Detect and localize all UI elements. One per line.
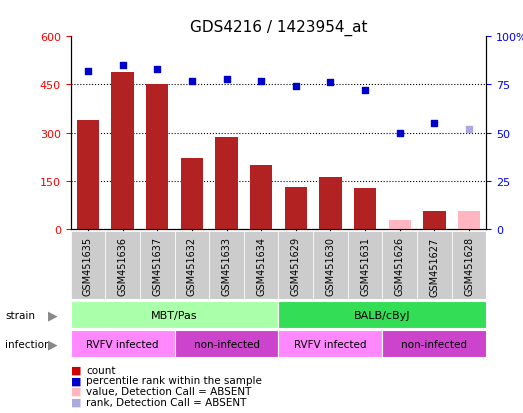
Text: ■: ■ — [71, 397, 81, 407]
Point — [292, 84, 300, 90]
Text: value, Detection Call = ABSENT: value, Detection Call = ABSENT — [86, 386, 252, 396]
Bar — [111, 72, 134, 229]
Text: ▶: ▶ — [48, 337, 58, 350]
Text: GSM451631: GSM451631 — [360, 237, 370, 296]
Bar — [71, 231, 105, 299]
Bar — [278, 330, 382, 357]
Point — [222, 76, 231, 83]
Text: percentile rank within the sample: percentile rank within the sample — [86, 375, 262, 385]
Bar — [285, 188, 307, 229]
Bar — [180, 159, 203, 229]
Text: count: count — [86, 365, 116, 375]
Bar — [348, 231, 382, 299]
Bar — [458, 211, 480, 229]
Bar — [175, 330, 278, 357]
Text: GSM451628: GSM451628 — [464, 237, 474, 296]
Text: ■: ■ — [71, 375, 81, 385]
Bar — [71, 330, 175, 357]
Bar — [175, 231, 209, 299]
Bar — [389, 220, 411, 229]
Text: ■: ■ — [71, 365, 81, 375]
Text: GSM451629: GSM451629 — [291, 237, 301, 296]
Bar — [105, 231, 140, 299]
Point — [326, 80, 335, 87]
Text: BALB/cByJ: BALB/cByJ — [354, 310, 411, 320]
Bar — [423, 211, 446, 229]
Bar — [146, 85, 168, 229]
Point — [395, 130, 404, 136]
Text: GSM451635: GSM451635 — [83, 237, 93, 296]
Text: GSM451633: GSM451633 — [222, 237, 232, 296]
Text: GSM451632: GSM451632 — [187, 237, 197, 296]
Bar — [140, 231, 175, 299]
Text: infection: infection — [5, 339, 51, 349]
Text: GSM451630: GSM451630 — [325, 237, 335, 296]
Text: GSM451636: GSM451636 — [118, 237, 128, 296]
Text: ▶: ▶ — [48, 309, 58, 321]
Bar — [77, 121, 99, 229]
Text: non-infected: non-infected — [402, 339, 468, 349]
Point — [153, 66, 162, 73]
Text: RVFV infected: RVFV infected — [294, 339, 367, 349]
Text: GSM451626: GSM451626 — [395, 237, 405, 296]
Bar — [452, 231, 486, 299]
Text: RVFV infected: RVFV infected — [86, 339, 159, 349]
Point — [188, 78, 196, 85]
Bar — [382, 330, 486, 357]
Bar — [278, 231, 313, 299]
Title: GDS4216 / 1423954_at: GDS4216 / 1423954_at — [190, 20, 367, 36]
Bar — [313, 231, 348, 299]
Point — [84, 69, 92, 75]
Text: GSM451627: GSM451627 — [429, 237, 439, 296]
Text: MBT/Pas: MBT/Pas — [151, 310, 198, 320]
Bar — [215, 138, 238, 229]
Text: GSM451637: GSM451637 — [152, 237, 162, 296]
Bar — [278, 301, 486, 328]
Text: strain: strain — [5, 310, 35, 320]
Bar — [382, 231, 417, 299]
Point — [118, 63, 127, 69]
Text: ■: ■ — [71, 386, 81, 396]
Bar — [319, 178, 342, 229]
Bar — [354, 188, 377, 229]
Bar — [244, 231, 278, 299]
Point — [465, 126, 473, 133]
Text: rank, Detection Call = ABSENT: rank, Detection Call = ABSENT — [86, 397, 247, 407]
Text: GSM451634: GSM451634 — [256, 237, 266, 296]
Bar — [209, 231, 244, 299]
Point — [257, 78, 265, 85]
Bar — [417, 231, 452, 299]
Bar — [250, 165, 272, 229]
Point — [361, 88, 369, 94]
Point — [430, 120, 439, 127]
Text: non-infected: non-infected — [194, 339, 259, 349]
Bar — [71, 301, 278, 328]
